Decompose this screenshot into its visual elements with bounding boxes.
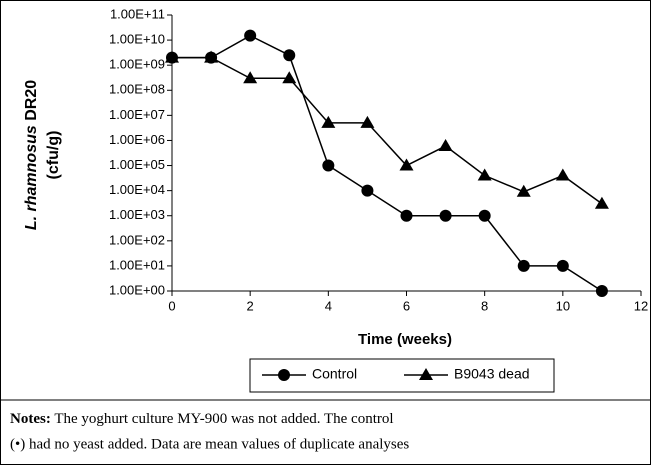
y-tick-label: 1.00E+08 <box>109 82 165 97</box>
y-tick-label: 1.00E+09 <box>109 57 165 72</box>
marker <box>244 29 257 42</box>
marker <box>283 49 296 62</box>
series-line <box>172 34 603 292</box>
legend-label: B9043 dead <box>454 366 530 382</box>
x-tick-label: 6 <box>403 298 410 313</box>
marker <box>477 168 492 181</box>
marker <box>478 209 491 222</box>
marker <box>165 50 179 63</box>
y-tick-label: 1.00E+07 <box>109 107 165 122</box>
x-tick-label: 2 <box>247 298 254 313</box>
y-axis-title-rest: DR20 <box>23 80 40 121</box>
x-tick-label: 10 <box>556 298 570 313</box>
marker <box>516 184 531 197</box>
legend-label: Control <box>312 366 357 382</box>
legend-marker <box>419 368 433 380</box>
y-tick-label: 1.00E+03 <box>109 207 165 222</box>
y-axis-title: L. rhamnosus DR20 <box>23 80 40 230</box>
marker <box>243 71 258 84</box>
y-tick-label: 1.00E+02 <box>109 232 165 247</box>
y-tick-label: 1.00E+05 <box>109 157 165 172</box>
marker <box>399 158 414 171</box>
marker <box>439 209 452 222</box>
y-axis-title-line2: (cfu/g) <box>45 131 62 180</box>
y-tick-label: 1.00E+11 <box>110 6 165 21</box>
marker <box>438 139 453 152</box>
y-axis-title-italic: L. rhamnosus <box>23 125 40 230</box>
marker <box>400 209 413 222</box>
marker <box>555 168 570 181</box>
notes-line: (•) had no yeast added. Data are mean va… <box>10 436 409 452</box>
marker <box>594 196 609 209</box>
x-tick-label: 0 <box>168 298 175 313</box>
marker <box>360 115 375 128</box>
marker <box>556 259 569 272</box>
marker <box>517 259 530 272</box>
notes-label: Notes: <box>10 411 51 427</box>
legend-box <box>249 358 555 393</box>
notes: Notes: The yoghurt culture MY-900 was no… <box>10 411 394 427</box>
notes-line: The yoghurt culture MY-900 was not added… <box>54 411 393 427</box>
marker <box>322 159 335 172</box>
y-tick-label: 1.00E+06 <box>109 132 165 147</box>
series-line <box>172 56 603 205</box>
y-tick-label: 1.00E+04 <box>109 182 165 197</box>
marker <box>282 71 297 84</box>
x-tick-label: 8 <box>481 298 488 313</box>
x-axis-title: Time (weeks) <box>358 331 452 348</box>
y-tick-label: 1.00E+10 <box>109 32 165 47</box>
x-tick-label: 12 <box>634 298 648 313</box>
y-tick-label: 1.00E+01 <box>109 257 165 272</box>
marker <box>361 184 374 197</box>
y-tick-label: 1.00E+00 <box>109 282 165 297</box>
legend-marker <box>278 369 290 381</box>
marker <box>204 50 219 63</box>
marker <box>321 115 336 128</box>
marker <box>595 285 608 297</box>
x-tick-label: 4 <box>325 298 332 313</box>
